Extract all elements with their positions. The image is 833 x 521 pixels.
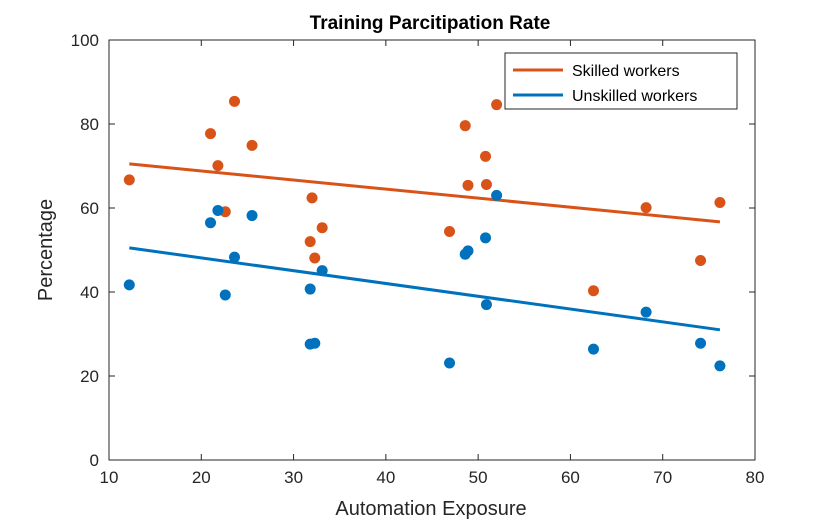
data-point-unskilled bbox=[491, 189, 503, 201]
y-axis-label: Percentage bbox=[35, 199, 57, 301]
data-point-unskilled bbox=[123, 279, 135, 291]
data-point-unskilled bbox=[212, 205, 224, 217]
y-tick-label: 40 bbox=[80, 283, 99, 302]
data-point-skilled bbox=[316, 222, 328, 234]
data-point-skilled bbox=[695, 255, 707, 266]
x-tick-label: 60 bbox=[561, 468, 580, 487]
plot-area bbox=[123, 95, 726, 372]
x-tick-label: 10 bbox=[100, 468, 119, 487]
data-point-unskilled bbox=[588, 343, 599, 355]
data-point-unskilled bbox=[444, 357, 456, 369]
data-point-unskilled bbox=[480, 232, 492, 244]
x-tick-label: 80 bbox=[746, 468, 765, 487]
trend-line-unskilled bbox=[129, 246, 721, 332]
axis-ticks: 10 20 30 40 50 60 70 80 0 20 40 60 80 100 bbox=[71, 31, 765, 487]
series-unskilled bbox=[123, 189, 726, 372]
x-tick-label: 20 bbox=[192, 468, 211, 487]
data-point-skilled bbox=[246, 139, 258, 151]
data-point-skilled bbox=[123, 174, 135, 186]
data-point-unskilled bbox=[304, 283, 316, 295]
data-point-skilled bbox=[205, 128, 217, 140]
data-point-unskilled bbox=[316, 265, 328, 277]
plot-frame bbox=[108, 39, 756, 461]
data-point-unskilled bbox=[229, 251, 241, 263]
y-tick-label: 100 bbox=[71, 31, 99, 50]
data-point-skilled bbox=[444, 226, 456, 238]
data-point-skilled bbox=[304, 236, 316, 248]
x-tick-label: 50 bbox=[469, 468, 488, 487]
data-point-skilled bbox=[491, 99, 503, 111]
y-tick-label: 20 bbox=[80, 367, 99, 386]
legend-label-unskilled: Unskilled workers bbox=[572, 88, 697, 105]
x-tick-label: 30 bbox=[284, 468, 303, 487]
data-point-skilled bbox=[212, 160, 224, 172]
data-point-skilled bbox=[480, 178, 492, 190]
legend-label-skilled: Skilled workers bbox=[572, 63, 680, 80]
data-point-unskilled bbox=[219, 289, 231, 301]
data-point-skilled bbox=[459, 120, 471, 132]
y-tick-label: 0 bbox=[90, 451, 99, 470]
series-skilled bbox=[123, 95, 726, 297]
y-tick-label: 60 bbox=[80, 199, 99, 218]
chart-title: Training Parcitipation Rate bbox=[310, 13, 551, 34]
data-point-skilled bbox=[640, 202, 652, 214]
data-point-skilled bbox=[306, 192, 318, 204]
data-point-unskilled bbox=[480, 299, 492, 311]
data-point-unskilled bbox=[640, 306, 652, 318]
data-point-skilled bbox=[588, 285, 599, 297]
x-tick-label: 40 bbox=[376, 468, 395, 487]
x-tick-label: 70 bbox=[653, 468, 672, 487]
data-point-unskilled bbox=[714, 360, 726, 372]
data-point-unskilled bbox=[695, 337, 707, 349]
data-point-unskilled bbox=[205, 217, 217, 229]
x-axis-label: Automation Exposure bbox=[335, 498, 526, 520]
y-tick-label: 80 bbox=[80, 115, 99, 134]
data-point-skilled bbox=[462, 179, 474, 191]
data-point-unskilled bbox=[309, 337, 321, 349]
data-point-unskilled bbox=[246, 210, 258, 222]
legend-box bbox=[504, 52, 738, 110]
data-point-unskilled bbox=[462, 245, 474, 257]
data-point-skilled bbox=[714, 197, 726, 209]
data-point-skilled bbox=[480, 150, 492, 162]
data-point-skilled bbox=[229, 95, 241, 107]
data-point-skilled bbox=[309, 252, 321, 264]
trend-line-skilled bbox=[129, 162, 721, 224]
legend: Skilled workers Unskilled workers bbox=[504, 52, 738, 110]
